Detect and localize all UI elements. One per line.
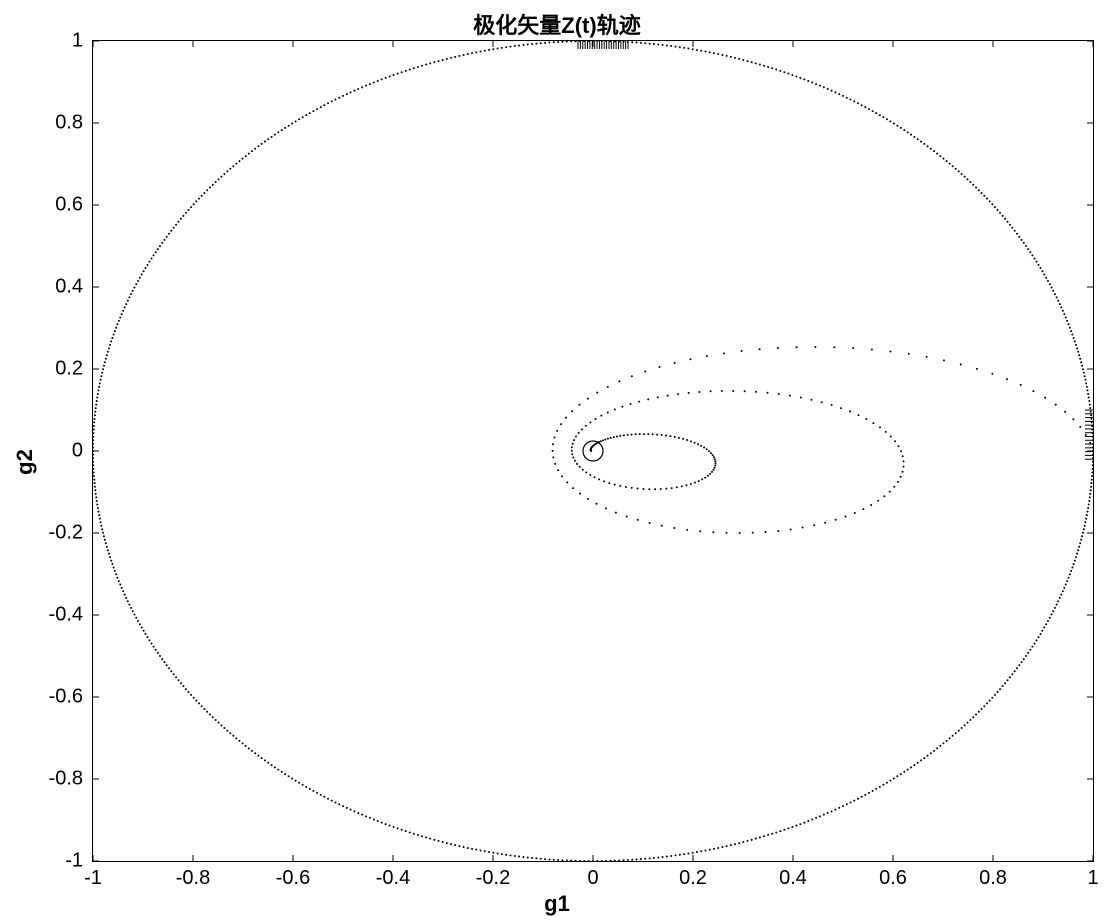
chart-title: 极化矢量Z(t)轨迹 [0,8,1114,40]
figure: 极化矢量Z(t)轨迹 g2 g1 -1-0.8-0.6-0.4-0.200.20… [0,0,1114,923]
y-tick-label: 0 [72,440,83,463]
y-tick-label: 0.4 [55,276,83,299]
x-axis-label: g1 [0,891,1114,917]
plot-area: -1-0.8-0.6-0.4-0.200.20.40.60.81-1-0.8-0… [92,40,1094,862]
x-tick-label: -0.6 [276,867,310,890]
x-tick-label: -0.8 [176,867,210,890]
y-tick-label: 0.6 [55,194,83,217]
y-tick-label: -1 [65,850,83,873]
plot-svg [93,41,1093,861]
x-tick-label: 0 [587,867,598,890]
y-tick-label: -0.4 [49,604,83,627]
y-tick-label: 0.8 [55,112,83,135]
x-tick-label: -1 [84,867,102,890]
y-tick-label: -0.8 [49,768,83,791]
x-tick-label: -0.4 [376,867,410,890]
x-tick-label: 0.2 [679,867,707,890]
x-tick-label: 0.8 [979,867,1007,890]
y-tick-label: -0.6 [49,686,83,709]
y-tick-label: 0.2 [55,358,83,381]
x-tick-label: 0.4 [779,867,807,890]
x-tick-label: 1 [1087,867,1098,890]
x-tick-label: -0.2 [476,867,510,890]
y-tick-label: 1 [72,30,83,53]
x-tick-label: 0.6 [879,867,907,890]
y-axis-label: g2 [12,449,38,475]
y-tick-label: -0.2 [49,522,83,545]
